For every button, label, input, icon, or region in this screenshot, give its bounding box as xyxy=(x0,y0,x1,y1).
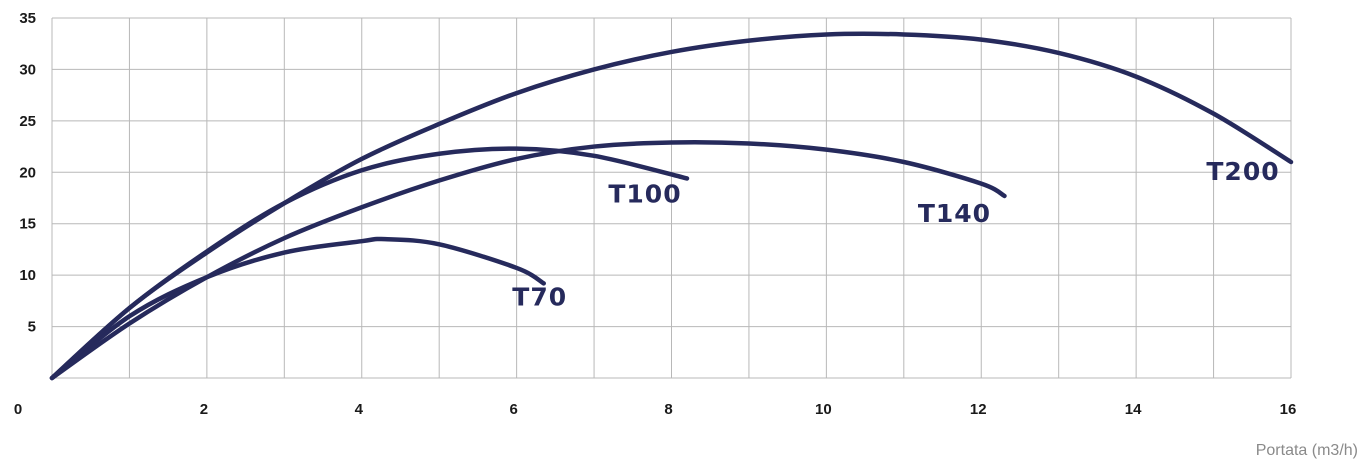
y-tick-label: 35 xyxy=(19,10,36,27)
curve-t140 xyxy=(49,139,1007,381)
series-label-t200: T200 xyxy=(1206,157,1279,186)
x-axis-title: Portata (m3/h) xyxy=(1256,442,1358,459)
series-label-t100: T100 xyxy=(608,179,681,208)
x-tick-label: 2 xyxy=(200,401,208,418)
x-tick-label: 10 xyxy=(815,401,832,418)
x-tick-label: 4 xyxy=(355,401,364,418)
y-tick-label: 15 xyxy=(19,216,36,233)
series-labels: T70 T100 T140 T200 xyxy=(512,157,1279,311)
series-label-t70: T70 xyxy=(512,282,567,311)
x-tick-label: 0 xyxy=(14,401,22,418)
y-tick-label: 20 xyxy=(19,164,36,181)
curve-t70 xyxy=(49,236,546,381)
curve-t200 xyxy=(49,31,1294,381)
y-tick-label: 30 xyxy=(19,61,36,78)
x-tick-label: 8 xyxy=(664,401,672,418)
x-tick-label: 12 xyxy=(970,401,987,418)
x-tick-label: 14 xyxy=(1125,401,1142,418)
y-axis-ticks: 5 10 15 20 25 30 35 xyxy=(19,10,36,336)
y-tick-label: 10 xyxy=(19,267,36,284)
grid xyxy=(51,17,1292,379)
y-tick-label: 5 xyxy=(28,319,36,336)
x-tick-label: 16 xyxy=(1280,401,1297,418)
x-tick-label: 6 xyxy=(509,401,517,418)
series-label-t140: T140 xyxy=(918,199,991,228)
series-curves xyxy=(49,31,1294,381)
curve-t100 xyxy=(49,146,690,381)
y-tick-label: 25 xyxy=(19,113,36,130)
x-axis-ticks: 0 2 4 6 8 10 12 14 16 xyxy=(14,401,1297,418)
